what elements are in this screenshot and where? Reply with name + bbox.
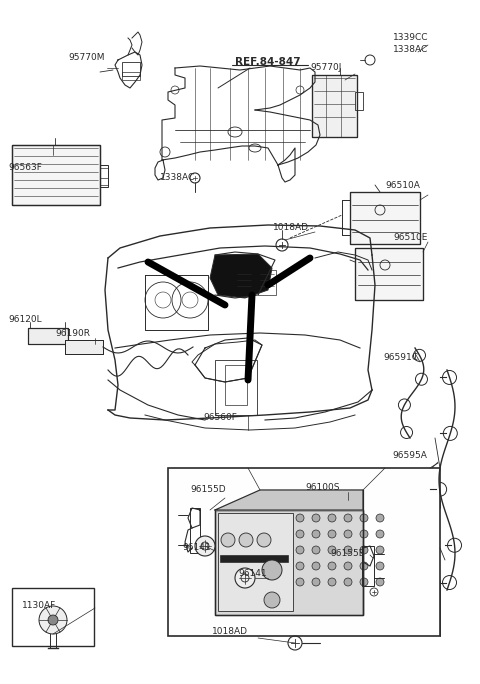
Text: 95770J: 95770J bbox=[310, 64, 341, 73]
Ellipse shape bbox=[312, 578, 320, 586]
Text: 1338AC: 1338AC bbox=[160, 174, 195, 183]
Text: REF.84-847: REF.84-847 bbox=[235, 57, 301, 67]
Bar bbox=[65, 340, 103, 354]
Ellipse shape bbox=[344, 546, 352, 554]
Bar bbox=[100, 165, 108, 187]
Bar bbox=[12, 588, 94, 646]
Bar bbox=[355, 248, 423, 300]
Bar bbox=[350, 192, 420, 244]
Ellipse shape bbox=[328, 530, 336, 538]
Bar bbox=[65, 340, 103, 354]
Bar bbox=[355, 248, 423, 300]
Text: 96595A: 96595A bbox=[392, 451, 427, 460]
Ellipse shape bbox=[344, 514, 352, 522]
Text: 96560F: 96560F bbox=[203, 414, 237, 423]
Bar bbox=[12, 145, 100, 205]
Text: 96190R: 96190R bbox=[55, 330, 90, 339]
Ellipse shape bbox=[360, 562, 368, 570]
Bar bbox=[168, 468, 440, 636]
Ellipse shape bbox=[376, 578, 384, 586]
Text: 1338AC: 1338AC bbox=[393, 46, 428, 55]
Text: 1018AD: 1018AD bbox=[273, 224, 309, 233]
Polygon shape bbox=[215, 490, 363, 510]
Ellipse shape bbox=[195, 536, 215, 556]
Bar bbox=[215, 510, 363, 615]
Polygon shape bbox=[210, 254, 272, 298]
Ellipse shape bbox=[344, 562, 352, 570]
Ellipse shape bbox=[376, 546, 384, 554]
Ellipse shape bbox=[376, 562, 384, 570]
Ellipse shape bbox=[296, 530, 304, 538]
Ellipse shape bbox=[376, 530, 384, 538]
Text: 96155E: 96155E bbox=[330, 549, 364, 557]
Ellipse shape bbox=[262, 560, 282, 580]
Bar bbox=[258, 270, 276, 295]
Text: 96141: 96141 bbox=[238, 570, 266, 579]
Text: 96510E: 96510E bbox=[393, 233, 427, 243]
Text: 96510A: 96510A bbox=[385, 181, 420, 189]
Bar bbox=[215, 360, 257, 415]
Ellipse shape bbox=[328, 578, 336, 586]
Bar bbox=[235, 270, 253, 295]
Ellipse shape bbox=[235, 568, 255, 588]
Ellipse shape bbox=[376, 514, 384, 522]
Text: 95770M: 95770M bbox=[68, 53, 105, 62]
Bar bbox=[28, 328, 68, 344]
Ellipse shape bbox=[360, 546, 368, 554]
Ellipse shape bbox=[328, 514, 336, 522]
Ellipse shape bbox=[360, 578, 368, 586]
Ellipse shape bbox=[264, 592, 280, 608]
Bar bbox=[12, 145, 100, 205]
Ellipse shape bbox=[344, 578, 352, 586]
Bar bbox=[312, 75, 357, 137]
Ellipse shape bbox=[344, 530, 352, 538]
Bar bbox=[122, 72, 140, 80]
Ellipse shape bbox=[312, 530, 320, 538]
Bar bbox=[225, 365, 247, 405]
Text: 96155D: 96155D bbox=[190, 486, 226, 495]
Text: 96100S: 96100S bbox=[305, 484, 339, 492]
Ellipse shape bbox=[39, 606, 67, 634]
Text: 1018AD: 1018AD bbox=[212, 627, 248, 637]
Ellipse shape bbox=[360, 530, 368, 538]
Ellipse shape bbox=[328, 546, 336, 554]
Ellipse shape bbox=[312, 546, 320, 554]
Ellipse shape bbox=[296, 546, 304, 554]
Text: 96141: 96141 bbox=[182, 542, 211, 551]
Ellipse shape bbox=[257, 533, 271, 547]
Bar bbox=[28, 328, 68, 344]
Bar bbox=[362, 546, 374, 586]
Bar bbox=[122, 62, 140, 76]
Ellipse shape bbox=[296, 578, 304, 586]
Ellipse shape bbox=[360, 514, 368, 522]
Text: 1339CC: 1339CC bbox=[393, 34, 429, 42]
Bar bbox=[218, 513, 293, 611]
Ellipse shape bbox=[312, 514, 320, 522]
Ellipse shape bbox=[312, 562, 320, 570]
Text: 96591C: 96591C bbox=[383, 354, 418, 363]
Bar bbox=[220, 555, 288, 562]
Ellipse shape bbox=[239, 533, 253, 547]
Ellipse shape bbox=[221, 533, 235, 547]
Text: 1130AF: 1130AF bbox=[22, 601, 56, 611]
Ellipse shape bbox=[48, 615, 58, 625]
Bar bbox=[215, 510, 363, 615]
Bar bbox=[190, 508, 200, 553]
Bar bbox=[350, 192, 420, 244]
Bar bbox=[355, 92, 363, 110]
Text: 96563F: 96563F bbox=[8, 163, 42, 172]
Ellipse shape bbox=[328, 562, 336, 570]
Ellipse shape bbox=[296, 562, 304, 570]
Text: 96120L: 96120L bbox=[8, 315, 42, 324]
Ellipse shape bbox=[296, 514, 304, 522]
Bar bbox=[312, 75, 357, 137]
